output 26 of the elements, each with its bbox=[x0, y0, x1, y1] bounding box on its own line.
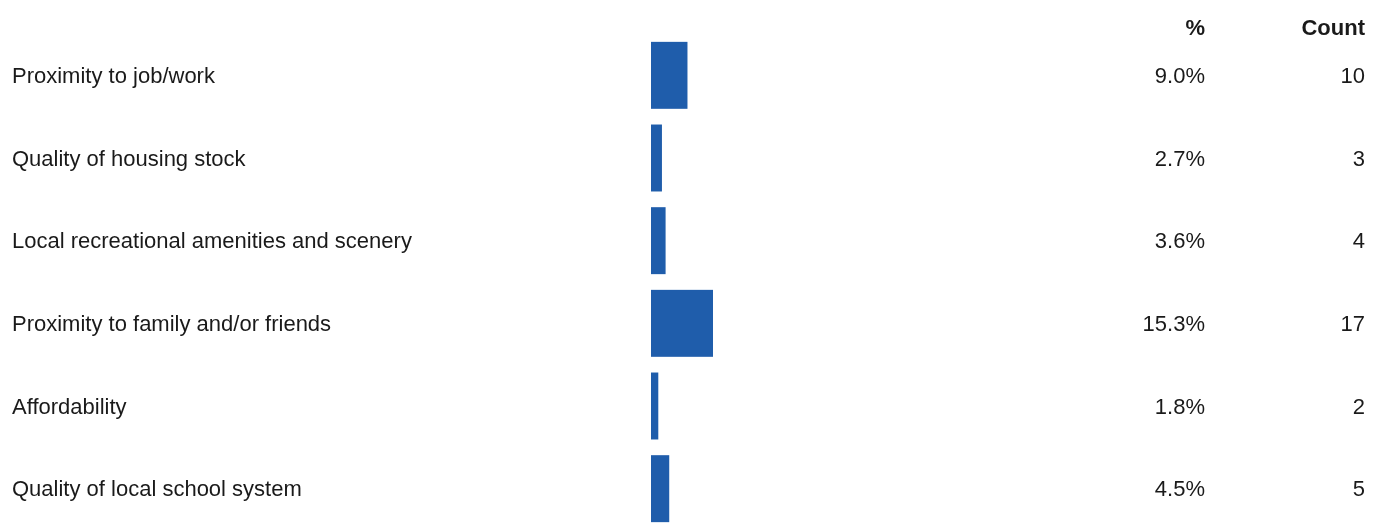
text: 4 bbox=[1352, 228, 1365, 254]
y-tick-label: Proximity to family and/or friends bbox=[12, 311, 332, 337]
data-label: 2.7% bbox=[1154, 145, 1205, 171]
text: 3 bbox=[1352, 145, 1365, 171]
data-label: 9.0% bbox=[1154, 63, 1205, 89]
y-tick-label: Affordability bbox=[12, 393, 127, 419]
text: Count bbox=[1301, 14, 1366, 40]
data-label: 3.6% bbox=[1154, 228, 1205, 254]
bar bbox=[651, 372, 659, 440]
bar bbox=[651, 41, 688, 109]
data-label: 1.8% bbox=[1154, 393, 1205, 419]
text: 5 bbox=[1352, 476, 1365, 502]
text: % bbox=[1185, 14, 1205, 40]
text: 10 bbox=[1340, 63, 1365, 89]
data-label: 4.5% bbox=[1154, 476, 1205, 502]
y-tick-label: Quality of local school system bbox=[12, 476, 302, 502]
data-label: 15.3% bbox=[1142, 311, 1205, 337]
y-tick-label: Local recreational amenities and scenery bbox=[12, 228, 412, 254]
y-tick-label: Proximity to job/work bbox=[12, 63, 216, 89]
bar bbox=[651, 289, 713, 357]
y-tick-label: Quality of housing stock bbox=[12, 145, 247, 171]
bar bbox=[651, 207, 666, 275]
bar bbox=[651, 124, 662, 192]
bar bbox=[651, 455, 670, 523]
text: 2 bbox=[1352, 393, 1365, 419]
text: 17 bbox=[1340, 311, 1365, 337]
